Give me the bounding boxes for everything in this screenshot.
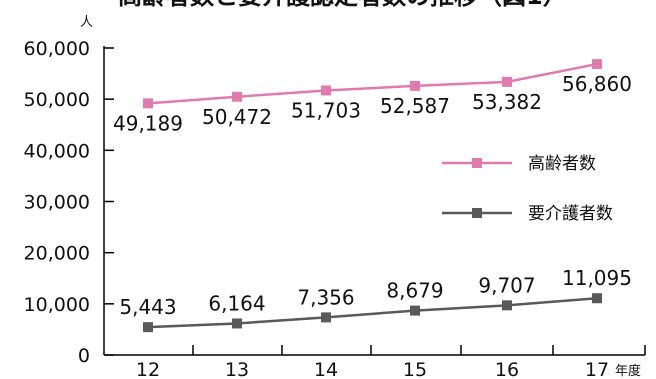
- legend-marker: [472, 208, 482, 218]
- data-label: 9,707: [478, 273, 535, 297]
- y-ticks: 60,000 50,000 40,000 30,000 20,000 10,000 0: [24, 38, 114, 367]
- y-tick-label: 30,000: [24, 192, 90, 214]
- data-point: [232, 91, 242, 102]
- data-point: [232, 318, 242, 329]
- x-tick-label: 13: [225, 359, 249, 379]
- x-tick-label: 14: [314, 359, 338, 379]
- data-point: [502, 76, 512, 87]
- data-label: 6,164: [208, 291, 265, 315]
- data-label: 53,382: [472, 90, 542, 114]
- series-layer: 49,189 50,472 51,703 52,587 53,382 56,860 5,44…: [113, 59, 632, 333]
- data-label: 49,189: [113, 111, 183, 135]
- data-label: 11,095: [562, 266, 632, 290]
- data-point: [410, 80, 420, 91]
- series-line: [147, 296, 598, 329]
- data-point: [592, 293, 602, 304]
- y-tick-label: 40,000: [24, 140, 90, 162]
- y-tick-label: 20,000: [24, 243, 90, 265]
- data-point: [321, 85, 331, 96]
- data-label: 7,356: [297, 285, 354, 309]
- legend-marker: [472, 158, 482, 168]
- y-tick-label: 10,000: [24, 294, 90, 316]
- legend-label: 要介護者数: [528, 204, 613, 224]
- y-axis-unit: 人: [80, 15, 93, 30]
- x-tick-label: 15: [403, 359, 427, 379]
- data-point: [143, 98, 153, 109]
- x-tick-label: 16: [495, 359, 519, 379]
- data-label: 52,587: [380, 94, 450, 118]
- data-point: [502, 300, 512, 311]
- data-point: [410, 305, 420, 316]
- data-label: 50,472: [202, 105, 272, 129]
- x-tick-label: 17: [585, 359, 609, 379]
- x-ticks: 12 13 14 15 16 17: [136, 345, 646, 379]
- data-label: 51,703: [291, 98, 361, 122]
- y-tick-label: 0: [78, 345, 90, 367]
- data-point: [321, 312, 331, 323]
- legend-label: 高齢者数: [528, 154, 596, 174]
- chart-title: 高齢者数と要介護認定者数の推移（図1）: [118, 0, 567, 10]
- x-tick-label: 12: [136, 359, 160, 379]
- data-label: 8,679: [386, 279, 443, 303]
- data-label: 56,860: [562, 72, 632, 96]
- x-axis-unit: 年度: [615, 363, 641, 379]
- data-point: [592, 59, 602, 70]
- y-tick-label: 60,000: [24, 38, 90, 60]
- data-label: 5,443: [119, 295, 176, 319]
- y-tick-label: 50,000: [24, 89, 90, 111]
- series-line: [147, 62, 598, 105]
- data-point: [143, 322, 153, 333]
